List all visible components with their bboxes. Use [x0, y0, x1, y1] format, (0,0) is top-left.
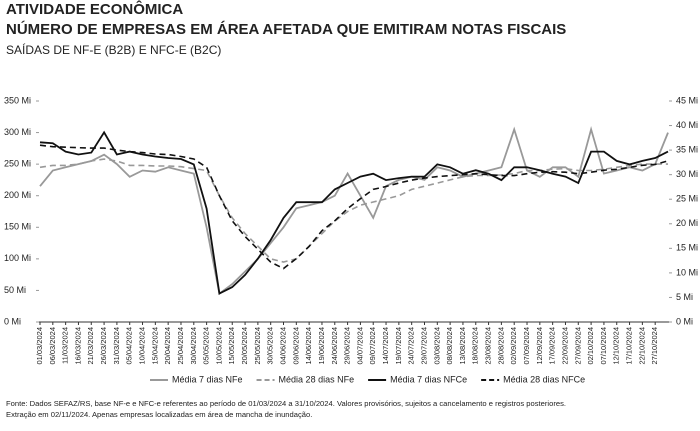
x-tick-label: 27/10/2024 [650, 327, 659, 365]
x-tick-label: 14/06/2024 [304, 327, 313, 365]
x-tick-label: 28/08/2024 [496, 327, 505, 365]
x-tick-label: 04/07/2024 [355, 327, 364, 365]
y-tick-label: 300 Mi [4, 127, 31, 137]
x-tick-label: 19/06/2024 [317, 327, 326, 365]
x-tick-label: 02/10/2024 [586, 327, 595, 365]
chart-title: ATIVIDADE ECONÔMICA [6, 0, 183, 18]
x-tick-label: 01/03/2024 [35, 327, 44, 365]
x-tick-label: 18/08/2024 [471, 327, 480, 365]
y-tick-label: 150 Mi [4, 222, 31, 232]
x-tick-label: 26/03/2024 [99, 327, 108, 365]
y2-tick-label: 15 Mi [676, 243, 698, 253]
y2-tick-label: 45 Mi [676, 95, 698, 105]
footnote: Fonte: Dados SEFAZ/RS, base NF-e e NFC-e… [6, 399, 566, 408]
x-tick-label: 16/03/2024 [73, 327, 82, 365]
x-tick-label: 05/05/2024 [202, 327, 211, 365]
x-tick-label: 24/07/2024 [407, 327, 416, 365]
x-tick-label: 04/06/2024 [278, 327, 287, 365]
x-tick-label: 02/09/2024 [509, 327, 518, 365]
y2-tick-label: 25 Mi [676, 194, 698, 204]
x-tick-label: 10/04/2024 [138, 327, 147, 365]
legend-label: Média 28 dias NFe [279, 374, 355, 384]
x-tick-label: 07/09/2024 [522, 327, 531, 365]
x-tick-label: 27/09/2024 [573, 327, 582, 365]
footnote: Extração em 02/11/2024. Apenas empresas … [6, 410, 312, 419]
x-tick-label: 08/08/2024 [445, 327, 454, 365]
x-tick-label: 21/03/2024 [86, 327, 95, 365]
x-tick-label: 20/04/2024 [163, 327, 172, 365]
y2-tick-label: 35 Mi [676, 144, 698, 154]
x-tick-label: 06/03/2024 [48, 327, 57, 365]
y2-tick-label: 40 Mi [676, 120, 698, 130]
x-tick-label: 23/08/2024 [484, 327, 493, 365]
x-tick-label: 03/08/2024 [432, 327, 441, 365]
y-tick-label: 50 Mi [4, 285, 26, 295]
x-tick-label: 14/07/2024 [381, 327, 390, 365]
x-tick-label: 20/05/2024 [240, 327, 249, 365]
x-tick-label: 24/06/2024 [330, 327, 339, 365]
y-tick-label: 100 Mi [4, 253, 31, 263]
y2-tick-label: 30 Mi [676, 169, 698, 179]
x-tick-label: 05/04/2024 [125, 327, 134, 365]
x-tick-label: 15/04/2024 [150, 327, 159, 365]
chart-subtitle-2: SAÍDAS DE NF-E (B2B) E NFC-E (B2C) [6, 42, 221, 57]
x-tick-label: 09/07/2024 [368, 327, 377, 365]
x-tick-label: 10/05/2024 [214, 327, 223, 365]
y-tick-label: 250 Mi [4, 159, 31, 169]
y-tick-label: 350 Mi [4, 95, 31, 105]
x-tick-label: 22/10/2024 [637, 327, 646, 365]
x-tick-label: 13/08/2024 [458, 327, 467, 365]
x-tick-label: 09/06/2024 [291, 327, 300, 365]
legend-label: Média 7 dias NFe [172, 374, 243, 384]
series-line [39, 126, 669, 296]
y-tick-label: 0 Mi [4, 316, 21, 326]
x-tick-label: 07/10/2024 [599, 327, 608, 365]
x-tick-label: 19/07/2024 [394, 327, 403, 365]
x-tick-label: 29/06/2024 [343, 327, 352, 365]
x-tick-label: 31/03/2024 [112, 327, 121, 365]
x-tick-label: 25/05/2024 [253, 327, 262, 365]
chart-subtitle: NÚMERO DE EMPRESAS EM ÁREA AFETADA QUE E… [6, 20, 566, 38]
y2-tick-label: 10 Mi [676, 267, 698, 277]
series-line [39, 158, 668, 263]
series-line [39, 144, 669, 270]
x-tick-label: 17/09/2024 [548, 327, 557, 365]
series-line [39, 130, 669, 295]
legend-label: Média 28 dias NFCe [503, 374, 585, 384]
y2-tick-label: 20 Mi [676, 218, 698, 228]
y-tick-label: 200 Mi [4, 190, 31, 200]
x-tick-label: 17/10/2024 [625, 327, 634, 365]
x-tick-label: 12/09/2024 [535, 327, 544, 365]
x-tick-label: 12/10/2024 [612, 327, 621, 365]
x-tick-label: 11/03/2024 [61, 327, 70, 364]
y2-tick-label: 0 Mi [676, 316, 693, 326]
x-tick-label: 15/05/2024 [227, 327, 236, 365]
x-tick-label: 30/05/2024 [266, 327, 275, 365]
legend-label: Média 7 dias NFCe [390, 374, 467, 384]
x-tick-label: 25/04/2024 [176, 327, 185, 365]
x-tick-label: 22/09/2024 [560, 327, 569, 365]
y2-tick-label: 5 Mi [676, 292, 693, 302]
x-tick-label: 30/04/2024 [189, 327, 198, 365]
x-tick-label: 29/07/2024 [419, 327, 428, 365]
